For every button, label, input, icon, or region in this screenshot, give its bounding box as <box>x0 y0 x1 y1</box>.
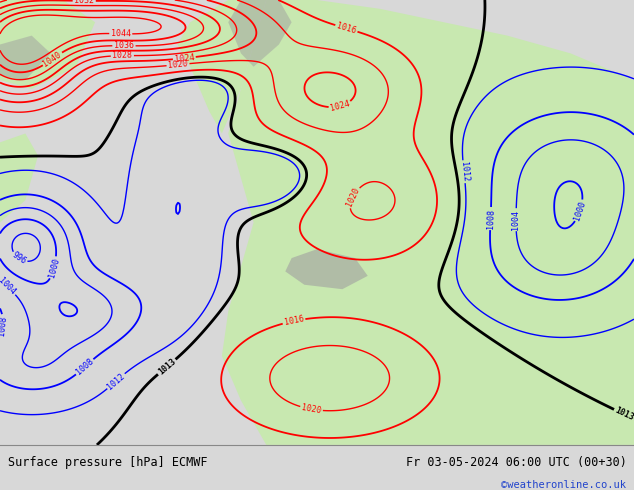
Text: 1008: 1008 <box>0 315 8 336</box>
Text: 1000: 1000 <box>47 257 61 278</box>
Text: 1008: 1008 <box>74 357 95 377</box>
Text: 1044: 1044 <box>111 29 131 38</box>
Polygon shape <box>0 133 38 222</box>
Polygon shape <box>178 0 266 133</box>
Text: 1024: 1024 <box>174 53 195 64</box>
Text: 1004: 1004 <box>0 276 17 297</box>
Text: 1013: 1013 <box>614 406 634 423</box>
Text: 1040: 1040 <box>42 49 63 68</box>
Text: 1036: 1036 <box>114 41 134 50</box>
Polygon shape <box>285 249 368 289</box>
Text: 996: 996 <box>10 250 28 267</box>
Polygon shape <box>228 0 292 67</box>
Text: 1013: 1013 <box>156 357 178 377</box>
Text: ©weatheronline.co.uk: ©weatheronline.co.uk <box>501 481 626 490</box>
Text: 1032: 1032 <box>74 0 94 5</box>
Text: Surface pressure [hPa] ECMWF: Surface pressure [hPa] ECMWF <box>8 456 207 468</box>
Text: 1020: 1020 <box>344 186 361 208</box>
Text: 1016: 1016 <box>335 21 358 36</box>
Text: 1020: 1020 <box>301 403 322 416</box>
Text: 1012: 1012 <box>105 371 127 391</box>
Polygon shape <box>222 0 634 445</box>
Text: 1000: 1000 <box>573 200 588 221</box>
Text: 1016: 1016 <box>283 315 305 327</box>
Text: 1012: 1012 <box>458 161 469 182</box>
Polygon shape <box>0 0 95 89</box>
Text: 1004: 1004 <box>512 210 521 230</box>
Text: 1028: 1028 <box>112 51 133 60</box>
Text: 1020: 1020 <box>167 59 188 70</box>
Polygon shape <box>0 36 51 80</box>
Text: 1008: 1008 <box>486 208 496 229</box>
Text: Fr 03-05-2024 06:00 UTC (00+30): Fr 03-05-2024 06:00 UTC (00+30) <box>406 456 626 468</box>
Text: 1024: 1024 <box>329 99 351 113</box>
